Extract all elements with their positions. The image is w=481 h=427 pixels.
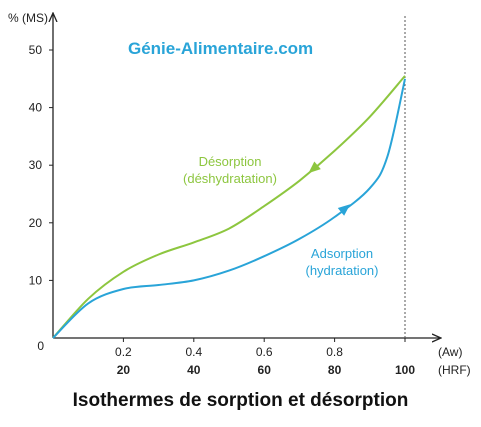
axis-ticks: 0 10 20 30 40 50 0.2 0.4 0.6 0.8 20 40 60 80 100	[29, 43, 416, 377]
brand-watermark: Génie-Alimentaire.com	[128, 39, 313, 58]
adsorption-direction-arrow	[337, 204, 351, 216]
x-tick-label: 0.6	[256, 345, 273, 359]
y-tick-label: 20	[29, 216, 43, 230]
y-tick-label: 40	[29, 101, 43, 115]
desorption-curve	[52, 75, 406, 339]
y-axis-label: % (MS)	[8, 11, 48, 25]
adsorption-curve	[52, 78, 406, 339]
desorption-label: Désorption	[199, 154, 262, 169]
x-secondary-tick-label: 80	[328, 363, 342, 377]
x-secondary-tick-label: 60	[258, 363, 272, 377]
x-secondary-tick-label: 40	[187, 363, 201, 377]
x-tick-label: 0.8	[326, 345, 343, 359]
y-tick-label: 10	[29, 273, 43, 287]
y-tick-label: 30	[29, 158, 43, 172]
x-secondary-tick-label: 20	[117, 363, 131, 377]
desorption-direction-arrow	[308, 161, 321, 174]
x-tick-label: 0.4	[185, 345, 202, 359]
x-secondary-tick-label: 100	[395, 363, 415, 377]
x-axis-label: (Aw)	[438, 345, 462, 359]
adsorption-sublabel: (hydratation)	[306, 263, 379, 278]
chart-title: Isothermes de sorption et désorption	[72, 390, 409, 411]
desorption-sublabel: (déshydratation)	[183, 171, 277, 186]
adsorption-label: Adsorption	[311, 246, 373, 261]
x-axis-secondary-label: (HRF)	[438, 363, 471, 377]
y-tick-label: 50	[29, 43, 43, 57]
x-tick-label: 0.2	[115, 345, 132, 359]
y-tick-label: 0	[37, 339, 44, 353]
